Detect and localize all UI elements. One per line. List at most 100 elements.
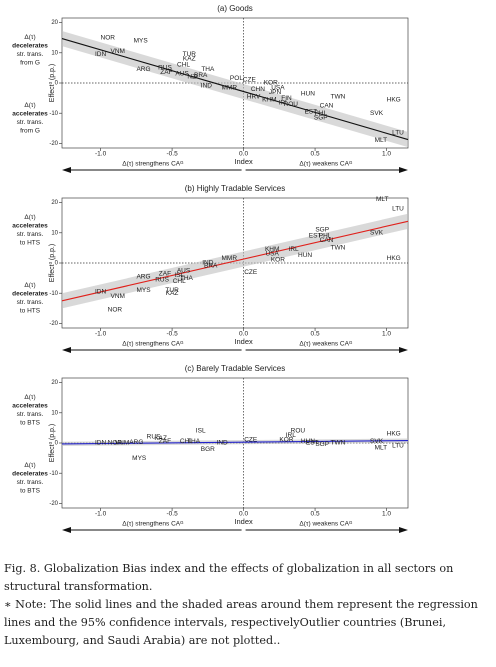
country-point: SGP (315, 226, 329, 233)
side-note: to HTS (20, 239, 41, 246)
country-point: TUR (165, 287, 179, 294)
country-point: NOR (108, 440, 123, 447)
country-point: LTU (392, 205, 404, 212)
country-point: IDN (95, 288, 107, 295)
country-point: MYS (136, 287, 151, 294)
side-note: to BTS (20, 487, 41, 494)
arrow-head (399, 347, 408, 353)
arrow-head (62, 527, 71, 533)
x-axis-label: Index (234, 157, 253, 166)
y-tick-label: -10 (49, 111, 58, 117)
country-point: HKG (387, 431, 401, 438)
y-axis-label: Effect³ (p.p.) (49, 64, 56, 102)
x-axis-label: Index (234, 517, 253, 526)
country-point: NOR (108, 307, 123, 314)
arrow-label: Δ(τ) weakens CAᴳ (299, 521, 353, 528)
y-tick-label: 10 (51, 230, 58, 236)
y-axis-label: Effect³ (p.p.) (49, 244, 56, 282)
country-point: ROU (284, 101, 299, 108)
country-point: EST (309, 233, 322, 240)
x-tick-label: 1.0 (382, 151, 391, 158)
country-point: SVK (370, 229, 384, 236)
country-point: PHL (319, 233, 332, 240)
y-tick-label: -20 (49, 141, 58, 147)
side-note: decelerates (12, 42, 48, 49)
side-note: str. trans. (17, 479, 44, 486)
y-tick-label: -20 (49, 501, 58, 507)
side-note: str. trans. (17, 411, 44, 418)
country-point: IRL (289, 246, 300, 253)
side-note: to HTS (20, 307, 41, 314)
country-point: CHL (180, 438, 193, 445)
y-tick-label: 20 (51, 200, 58, 206)
side-note: accelerates (12, 110, 48, 117)
country-point: PHL (314, 110, 327, 117)
side-note: str. trans. (17, 299, 44, 306)
panel-title: (b) Highly Tradable Services (185, 184, 285, 193)
country-point: SVK (370, 438, 384, 445)
country-point: IRL (286, 432, 297, 439)
arrow-head (399, 527, 408, 533)
country-point: ISL (174, 272, 184, 279)
side-note: str. trans. (17, 119, 44, 126)
figure: (a) Goods 20 10 0 -10 -20 -1.0 -0.5 0.0 0.5 1.0 Ind… (12, 4, 409, 533)
country-point: IND (201, 83, 213, 90)
side-note: decelerates (12, 290, 48, 297)
x-tick-label: 1.0 (382, 331, 391, 338)
country-point: HKG (387, 96, 401, 103)
arrow-head (399, 167, 408, 173)
x-axis-label: Index (234, 337, 253, 346)
side-note: Δ(τ) (24, 462, 35, 469)
side-note: accelerates (12, 402, 48, 409)
country-point: LTU (392, 130, 404, 137)
arrow-head (62, 347, 71, 353)
x-tick-label: 0.5 (311, 511, 320, 518)
country-point: ARG (129, 439, 143, 446)
country-point: MMR (222, 255, 238, 262)
x-tick-label: 0.0 (239, 511, 248, 518)
country-point: KHM (265, 246, 279, 253)
country-point: ZAF (160, 69, 172, 76)
regression-line (61, 440, 409, 445)
country-point: USA (271, 84, 285, 91)
country-point: CHL (177, 62, 190, 69)
y-tick-label: 10 (51, 50, 58, 56)
country-point: CAN (320, 102, 334, 109)
country-point: BRA (194, 72, 208, 79)
country-point: IDN (95, 440, 107, 447)
x-tick-label: 0.5 (311, 331, 320, 338)
country-point: CHL (173, 278, 186, 285)
x-tick-label: 0.0 (239, 331, 248, 338)
y-axis-label: Effect³ (p.p.) (49, 424, 56, 462)
x-tick-label: -1.0 (95, 151, 107, 158)
country-point: VNM (111, 48, 125, 55)
country-point: KAZ (183, 56, 196, 63)
country-point: CZE (244, 437, 258, 444)
country-point: SGP (314, 114, 328, 121)
arrow-label: Δ(τ) weakens CAᴳ (299, 341, 353, 348)
country-point: AUS (175, 71, 189, 78)
arrow-head (62, 167, 71, 173)
x-tick-label: -0.5 (166, 331, 178, 338)
y-tick-label: -10 (49, 471, 58, 477)
country-point: MLT (375, 137, 388, 144)
country-point: BGR (201, 446, 215, 453)
country-point: MMR (222, 84, 238, 91)
side-note: str. trans. (17, 51, 44, 58)
x-tick-label: 1.0 (382, 511, 391, 518)
country-point: KOR (264, 80, 278, 87)
side-note: from G (20, 127, 40, 134)
country-point: IDN (95, 51, 107, 58)
country-point: CZE (244, 269, 258, 276)
country-point: CZE (243, 77, 257, 84)
panel-title: (c) Barely Tradable Services (185, 364, 285, 373)
country-point: RUS (147, 434, 161, 441)
country-point: THA (201, 66, 215, 73)
country-point: MLT (376, 196, 389, 203)
figure-caption: Fig. 8. Globalization Bias index and the… (4, 562, 454, 593)
country-point: MYS (134, 37, 149, 44)
country-point: CAN (320, 237, 334, 244)
country-point: ZAF (159, 438, 171, 445)
x-tick-label: 0.5 (311, 151, 320, 158)
country-point: MYS (132, 455, 147, 462)
